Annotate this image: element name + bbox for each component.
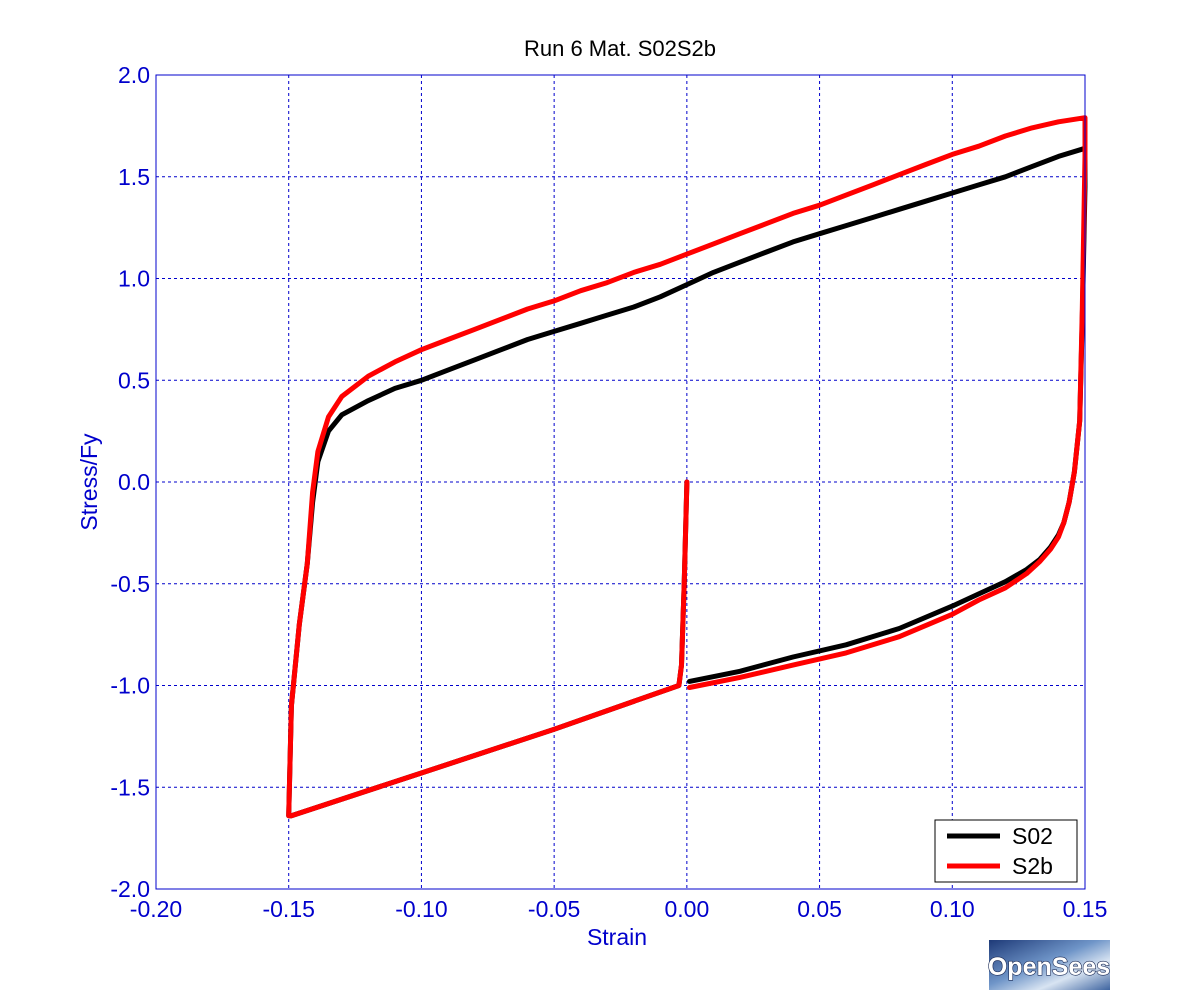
legend-label-s02: S02 [1012, 823, 1053, 849]
plot-frame [155, 74, 1086, 890]
y-tick-label: 1.5 [118, 164, 150, 190]
x-tick-label: -0.20 [130, 896, 182, 922]
y-tick-labels: 2.0 1.5 1.0 0.5 0.0 -0.5 -1.0 -1.5 -2.0 [110, 62, 150, 902]
series-line-s2b [286, 115, 1088, 819]
y-axis-label: Stress/Fy [76, 433, 102, 531]
legend: S02 S2b [934, 819, 1078, 883]
legend-label-s2b: S2b [1012, 853, 1053, 879]
grid-lines [156, 75, 1085, 889]
y-tick-label: 2.0 [118, 62, 150, 88]
series-layer [286, 115, 1088, 819]
y-tick-label: -1.5 [110, 774, 150, 800]
x-tick-label: -0.05 [528, 896, 580, 922]
y-tick-label: -0.5 [110, 571, 150, 597]
y-tick-label: 0.0 [118, 469, 150, 495]
y-tick-label: -2.0 [110, 876, 150, 902]
y-tick-label: 0.5 [118, 367, 150, 393]
x-tick-label: 0.05 [797, 896, 842, 922]
opensees-logo: OpenSees [987, 940, 1111, 990]
x-tick-label: -0.15 [262, 896, 314, 922]
logo-background [989, 940, 1110, 990]
x-tick-labels: -0.20 -0.15 -0.10 -0.05 0.00 0.05 0.10 0.15 [130, 896, 1108, 922]
x-axis-label: Strain [587, 924, 647, 950]
x-tick-label: -0.10 [395, 896, 447, 922]
x-tick-label: 0.15 [1063, 896, 1108, 922]
y-tick-label: 1.0 [118, 266, 150, 292]
chart-title: Run 6 Mat. S02S2b [524, 36, 716, 61]
x-tick-label: 0.10 [930, 896, 975, 922]
y-tick-label: -1.0 [110, 673, 150, 699]
logo-text: OpenSees [988, 953, 1110, 981]
legend-box [934, 819, 1078, 883]
x-tick-label: 0.00 [664, 896, 709, 922]
